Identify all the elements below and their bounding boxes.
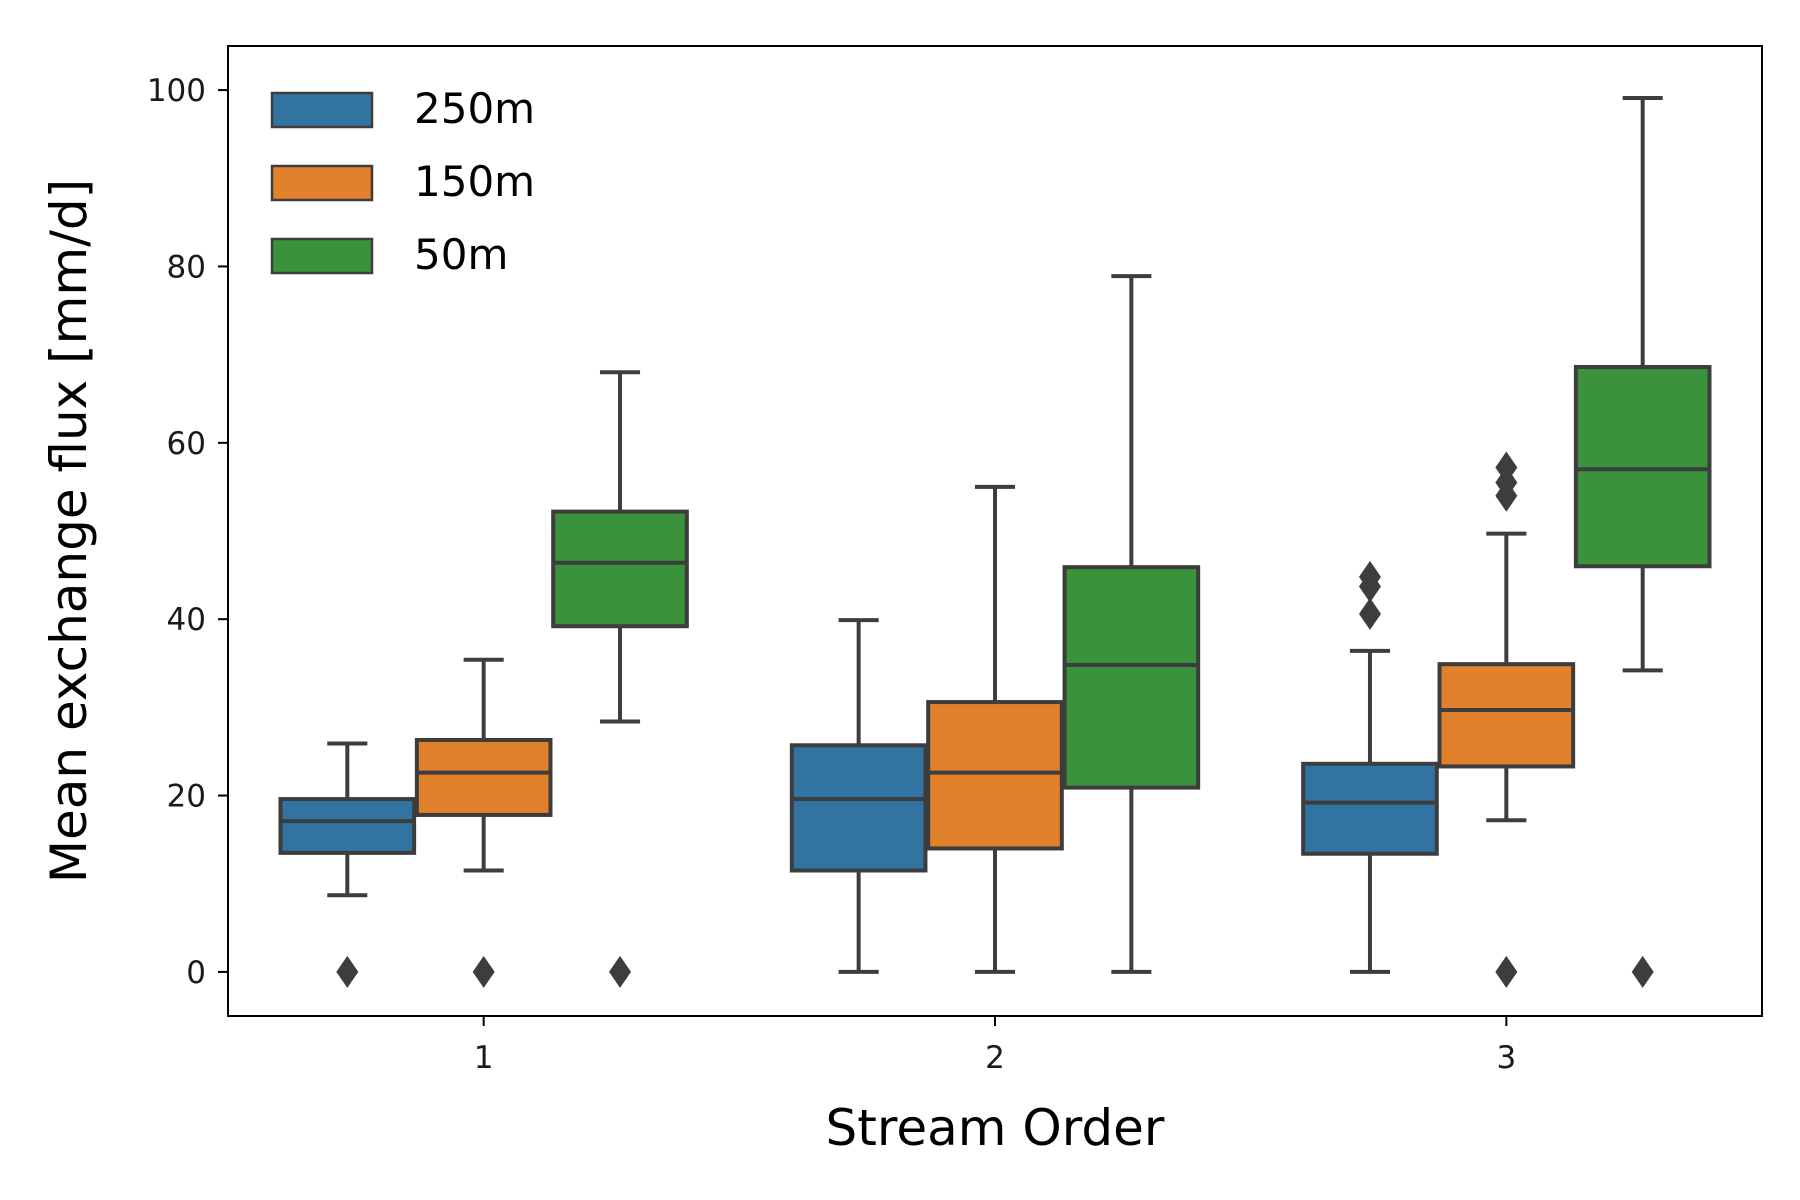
y-tick-label: 0	[186, 955, 206, 991]
outlier-marker	[1495, 955, 1518, 988]
y-tick-label: 100	[147, 73, 206, 109]
box-50m-order-1	[551, 370, 689, 988]
legend-label: 50m	[414, 230, 508, 279]
box-body	[551, 509, 689, 629]
legend-item-250m: 250m	[270, 84, 535, 133]
y-tick-label: 20	[167, 779, 206, 815]
box-body	[278, 797, 417, 855]
x-axis: 1 2 3	[474, 1016, 1516, 1076]
outlier-marker	[1358, 560, 1381, 593]
y-tick-label: 60	[167, 426, 206, 462]
legend-label: 250m	[414, 84, 535, 133]
x-tick-label: 1	[474, 1040, 494, 1076]
box-150m-order-2	[926, 484, 1064, 974]
outlier-marker	[1495, 451, 1518, 484]
legend-label: 150m	[414, 157, 535, 206]
box-body	[926, 700, 1064, 851]
box-250m-order-2	[789, 618, 928, 974]
outlier-marker	[336, 955, 359, 988]
box-body	[1062, 565, 1201, 790]
box-body	[1301, 761, 1439, 856]
outlier-marker	[1631, 955, 1654, 988]
box-50m-order-3	[1573, 96, 1712, 988]
outlier-marker	[1358, 597, 1381, 630]
outlier-marker	[472, 955, 495, 988]
legend: 250m 150m 50m	[270, 84, 535, 279]
box-250m-order-3	[1301, 560, 1439, 974]
box-body	[1437, 662, 1576, 769]
box-body	[789, 743, 928, 873]
box-body	[414, 737, 553, 817]
y-tick-label: 40	[167, 602, 206, 638]
box-50m-order-2	[1062, 274, 1201, 974]
x-tick-label: 2	[985, 1040, 1005, 1076]
box-250m-order-1	[278, 741, 417, 988]
box-body	[1573, 364, 1712, 569]
x-axis-title: Stream Order	[826, 1099, 1165, 1157]
y-axis-title: Mean exchange flux [mm/d]	[40, 179, 98, 883]
legend-item-150m: 150m	[270, 157, 535, 206]
outlier-marker	[609, 955, 632, 988]
boxes-layer	[278, 96, 1712, 988]
legend-swatch	[270, 237, 374, 275]
x-tick-label: 3	[1496, 1040, 1516, 1076]
legend-swatch	[270, 91, 374, 129]
box-150m-order-1	[414, 657, 553, 988]
y-tick-label: 80	[167, 249, 206, 285]
y-axis: 0 20 40 60 80 100	[147, 73, 228, 991]
legend-item-50m: 50m	[270, 230, 508, 279]
legend-swatch	[270, 164, 374, 202]
box-150m-order-3	[1437, 451, 1576, 988]
